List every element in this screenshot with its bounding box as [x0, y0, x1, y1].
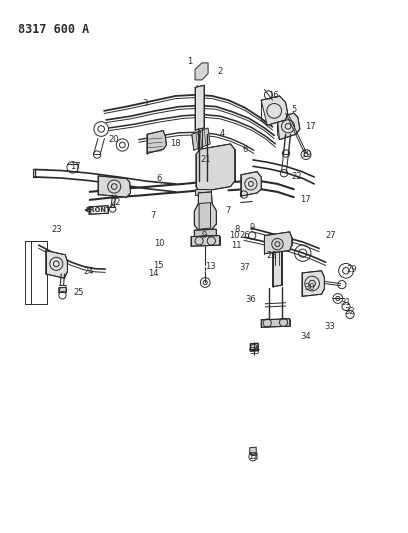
- Text: 35: 35: [250, 348, 260, 356]
- Polygon shape: [250, 447, 256, 455]
- Polygon shape: [241, 172, 261, 196]
- Text: 14: 14: [148, 269, 158, 278]
- Polygon shape: [192, 128, 210, 150]
- Polygon shape: [264, 232, 292, 254]
- Polygon shape: [273, 244, 282, 287]
- Polygon shape: [46, 251, 67, 278]
- Text: 29: 29: [346, 265, 357, 273]
- Polygon shape: [195, 85, 204, 130]
- Polygon shape: [59, 287, 66, 293]
- Text: 30: 30: [305, 284, 315, 292]
- Text: 21: 21: [201, 156, 211, 164]
- Text: 5: 5: [291, 105, 296, 114]
- Polygon shape: [194, 229, 216, 237]
- Text: 17: 17: [300, 196, 310, 204]
- Text: 10: 10: [154, 239, 164, 248]
- Text: 34: 34: [301, 333, 311, 341]
- Polygon shape: [195, 63, 208, 80]
- Text: 12: 12: [248, 453, 258, 461]
- Text: 4: 4: [220, 129, 225, 138]
- Text: 6: 6: [156, 174, 162, 183]
- Text: 7: 7: [226, 206, 231, 215]
- Text: 31: 31: [341, 298, 351, 307]
- Text: 33: 33: [324, 322, 335, 330]
- Polygon shape: [261, 96, 288, 125]
- Text: 28: 28: [266, 252, 277, 260]
- Text: 13: 13: [205, 262, 215, 271]
- Polygon shape: [191, 236, 220, 246]
- Text: 8317 600 A: 8317 600 A: [18, 23, 89, 36]
- Text: 27: 27: [325, 231, 336, 240]
- Text: 36: 36: [246, 295, 256, 304]
- Polygon shape: [261, 319, 290, 327]
- Text: 26: 26: [239, 231, 250, 240]
- Text: 17: 17: [306, 123, 316, 131]
- Text: 10: 10: [229, 231, 240, 240]
- Polygon shape: [89, 206, 108, 214]
- Text: 1: 1: [187, 57, 192, 66]
- Text: 2: 2: [218, 68, 223, 76]
- Polygon shape: [196, 144, 235, 192]
- Polygon shape: [147, 131, 166, 154]
- Text: FRONT: FRONT: [86, 207, 112, 213]
- Polygon shape: [195, 189, 211, 195]
- Text: 23: 23: [52, 225, 62, 233]
- Text: 9: 9: [202, 231, 206, 240]
- Text: 22: 22: [292, 173, 302, 181]
- Text: 24: 24: [84, 268, 94, 276]
- Text: 37: 37: [239, 263, 250, 272]
- Text: 32: 32: [345, 308, 355, 316]
- Text: 25: 25: [73, 288, 84, 296]
- Text: 3: 3: [142, 100, 148, 108]
- Text: 19: 19: [302, 150, 312, 159]
- Polygon shape: [199, 203, 211, 229]
- Text: 17: 17: [70, 162, 81, 171]
- Polygon shape: [194, 192, 216, 230]
- Polygon shape: [250, 343, 258, 351]
- Text: 9: 9: [250, 223, 255, 232]
- Text: 11: 11: [231, 241, 242, 249]
- Text: 16: 16: [268, 92, 279, 100]
- Text: 8: 8: [234, 225, 239, 233]
- Text: 6: 6: [242, 145, 248, 154]
- Text: 20: 20: [108, 135, 119, 144]
- Polygon shape: [302, 271, 324, 296]
- Polygon shape: [98, 176, 131, 197]
- Text: 7: 7: [150, 212, 156, 220]
- Text: 18: 18: [170, 140, 181, 148]
- Text: 22: 22: [110, 198, 121, 207]
- Polygon shape: [277, 113, 300, 140]
- Text: 15: 15: [153, 261, 164, 270]
